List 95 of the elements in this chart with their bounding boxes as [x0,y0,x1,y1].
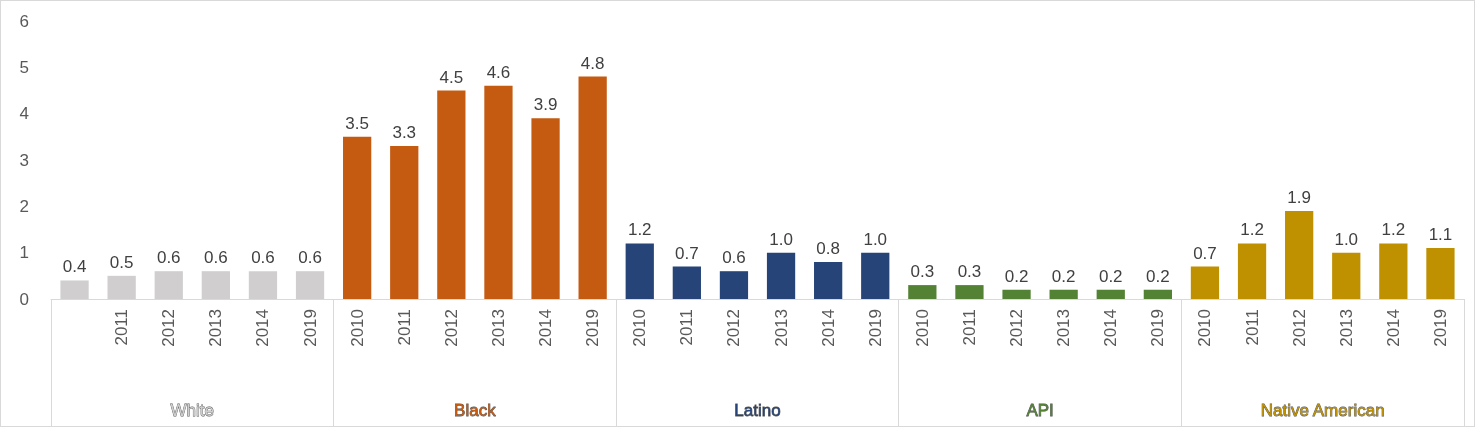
x-tick-label: 2011 [959,309,979,346]
y-tick-label: 3 [19,150,29,170]
data-label: 1.0 [1334,229,1359,249]
x-tick-label: 2013 [488,309,508,347]
bar [1143,289,1172,299]
x-tick-label: 2019 [1148,309,1168,347]
bar [390,146,419,299]
bar [814,261,843,299]
x-tick-label: 2013 [1054,309,1074,347]
data-label: 3.9 [533,95,558,115]
bar [861,252,890,299]
bar [908,285,937,299]
x-tick-label: 2012 [441,309,461,347]
bar [484,85,513,299]
data-label: 0.2 [1004,266,1029,286]
bar [766,252,796,299]
data-label: 0.2 [1098,266,1123,286]
bar [1379,243,1408,299]
bar [625,243,654,299]
x-tick-label: 2011 [112,309,132,346]
x-tick-label: 2011 [394,309,414,346]
x-tick-label: 2014 [536,309,556,347]
x-tick-label: 2010 [347,309,367,347]
data-label: 4.8 [580,53,605,73]
data-label: 0.8 [816,238,840,258]
x-tick-label: 2012 [1289,309,1309,347]
text: Native American [1260,401,1385,420]
x-tick-label: 2012 [159,309,179,347]
data-label: 0.6 [722,248,746,268]
bar [531,118,560,299]
data-label: 1.0 [769,229,793,249]
data-label: 0.7 [675,243,699,263]
bar [1285,210,1314,299]
data-label: 0.6 [204,248,228,268]
x-tick-label: 2019 [865,309,885,347]
data-label: 0.6 [298,248,322,268]
y-tick-label: 6 [19,11,29,31]
x-tick-label: 2013 [206,309,226,347]
bar [1190,266,1220,299]
bar [1049,289,1078,299]
y-tick-label: 5 [19,57,29,77]
x-tick-label: 2014 [818,309,838,347]
x-tick-label: 2013 [771,309,791,347]
data-label: 0.5 [109,252,134,272]
bar [719,271,749,299]
bar [955,285,984,299]
text: White [170,401,215,420]
x-tick-label: 2019 [300,309,320,347]
text: Latino [734,401,781,420]
bar [1237,243,1267,299]
data-label: 1.2 [1240,220,1264,240]
x-tick-label: 2014 [1101,309,1121,347]
data-label: 0.3 [910,262,935,282]
bar [1426,248,1455,299]
bar [672,266,701,299]
data-label: 0.3 [957,262,982,282]
data-label: 1.1 [1428,225,1453,245]
data-label: 0.6 [156,248,181,268]
x-tick-label: 2019 [1430,309,1450,347]
data-label: 1.2 [627,220,652,240]
bar [578,76,607,299]
y-tick-label: 0 [19,289,29,309]
y-tick-label: 2 [19,196,29,216]
x-tick-label: 2012 [1007,309,1027,347]
x-tick-label: 2011 [677,309,697,346]
text: Black [454,401,497,420]
bar [1332,252,1361,299]
bar [1096,289,1125,299]
x-tick-label: 2014 [253,309,273,347]
data-label: 3.3 [392,123,417,143]
data-label: 0.6 [251,248,275,268]
y-tick-label: 4 [19,104,29,124]
data-label: 0.2 [1051,266,1076,286]
x-tick-label: 2013 [1336,309,1356,347]
data-label: 1.2 [1381,220,1406,240]
bar [1002,289,1031,299]
x-tick-label: 2010 [1195,309,1215,347]
bar [437,90,466,299]
text: API [1026,401,1054,420]
data-label: 1.0 [863,229,888,249]
data-label: 3.5 [345,113,369,133]
x-tick-label: 2010 [630,309,650,347]
data-label: 1.9 [1287,187,1311,207]
y-tick-label: 1 [19,243,29,263]
x-tick-label: 2010 [912,309,932,347]
data-label: 0.7 [1193,243,1217,263]
data-label: 4.6 [486,62,511,82]
x-tick-label: 2011 [1242,309,1262,346]
x-tick-label: 2012 [724,309,744,347]
data-label: 0.4 [62,257,87,277]
data-label: 4.5 [439,67,464,87]
data-label: 0.2 [1146,266,1170,286]
x-tick-label: 2014 [1383,309,1403,347]
x-tick-label: 2019 [583,309,603,347]
bar [343,136,372,299]
